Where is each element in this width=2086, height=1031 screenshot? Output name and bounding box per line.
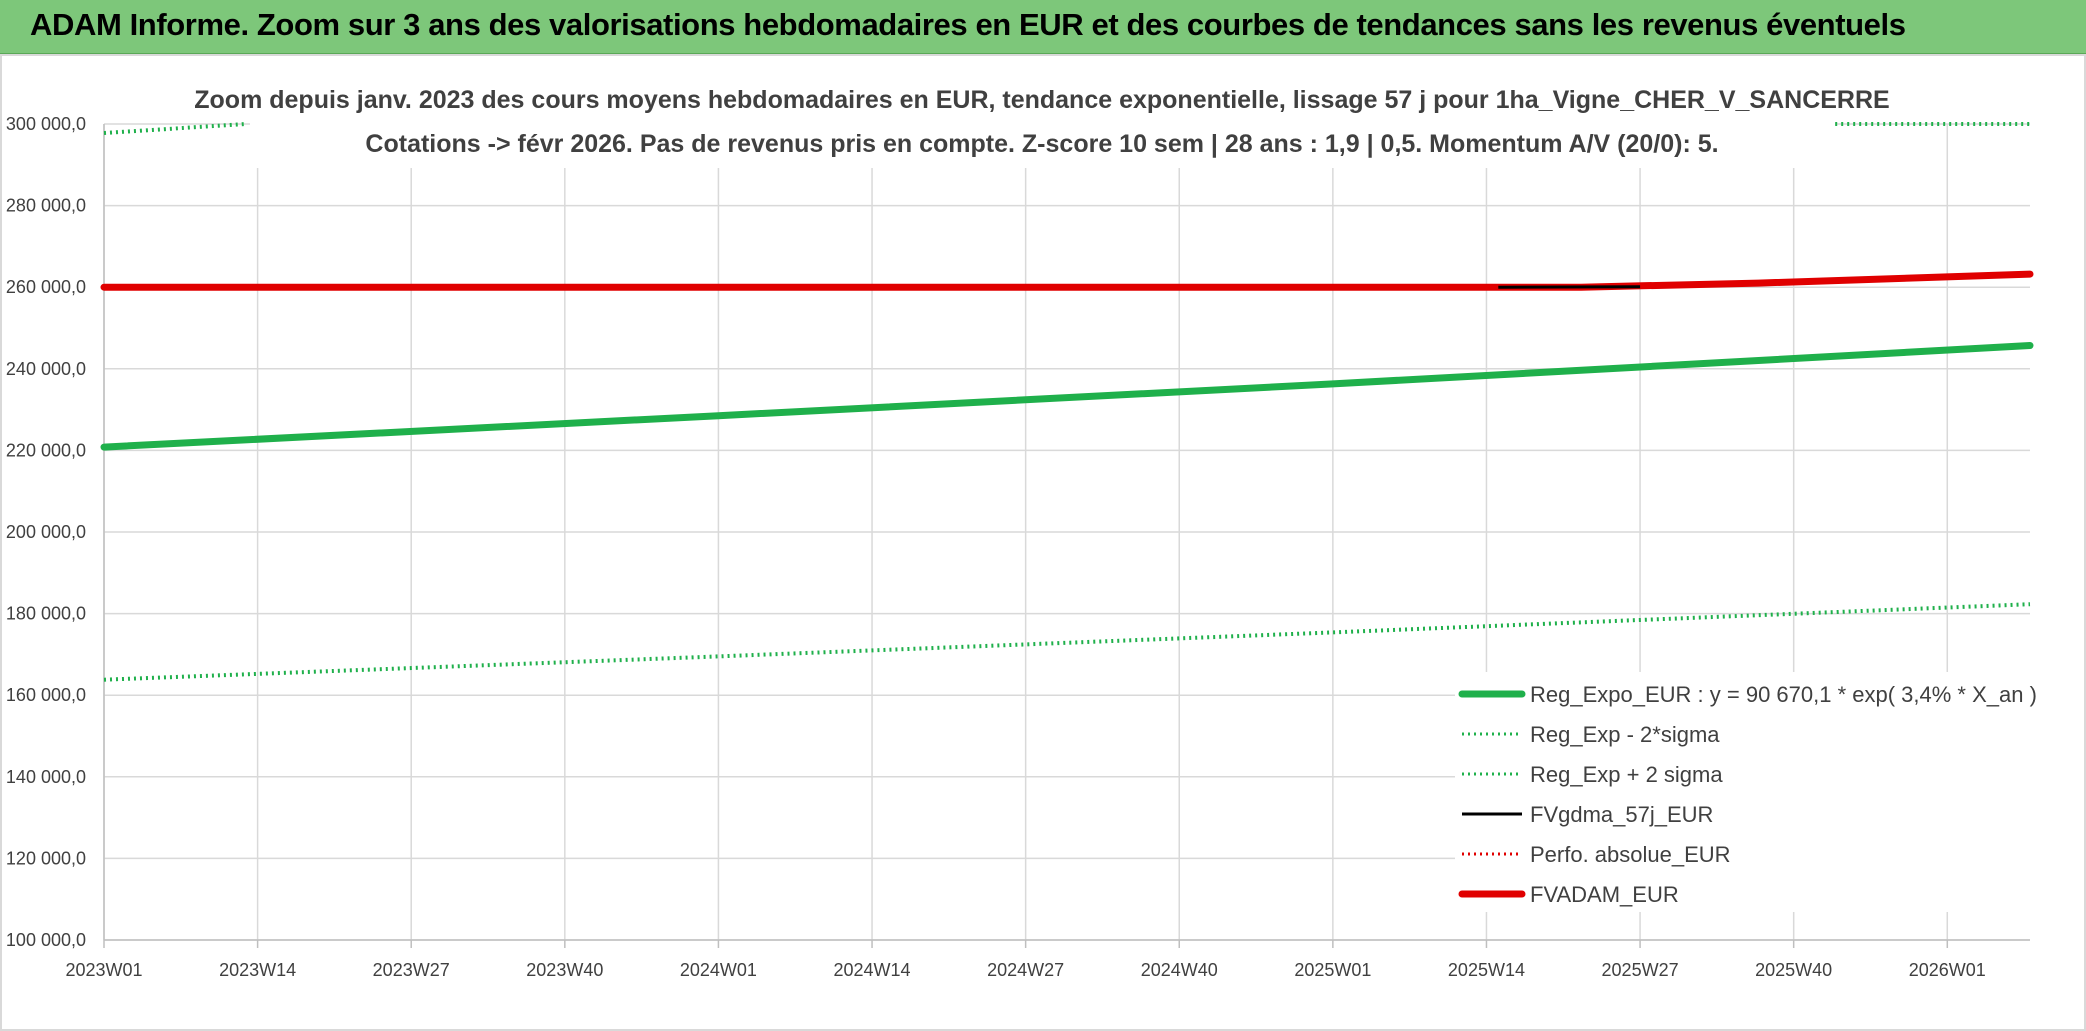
y-tick-label: 220 000,0 xyxy=(6,440,86,460)
x-tick-label: 2025W40 xyxy=(1755,960,1832,980)
x-tick-label: 2025W27 xyxy=(1602,960,1679,980)
y-tick-label: 200 000,0 xyxy=(6,522,86,542)
x-tick-label: 2025W01 xyxy=(1294,960,1371,980)
x-tick-label: 2024W14 xyxy=(834,960,911,980)
chart-frame xyxy=(0,54,2086,1031)
y-tick-label: 300 000,0 xyxy=(6,114,86,134)
report-title: ADAM Informe. Zoom sur 3 ans des valoris… xyxy=(30,7,1906,42)
x-tick-label: 2024W01 xyxy=(680,960,757,980)
series-line-5 xyxy=(100,270,2034,291)
chart-title-line2: Cotations -> févr 2026. Pas de revenus p… xyxy=(365,130,1718,158)
series-lines xyxy=(100,122,2034,682)
y-tick-label: 180 000,0 xyxy=(6,604,86,624)
legend-label-2: Reg_Exp + 2 sigma xyxy=(1530,762,1723,787)
y-tick-label: 240 000,0 xyxy=(6,359,86,379)
legend-label-1: Reg_Exp - 2*sigma xyxy=(1530,722,1720,747)
legend-label-5: FVADAM_EUR xyxy=(1530,882,1679,907)
title-background xyxy=(250,74,1835,168)
legend-background xyxy=(1455,672,2045,912)
x-tick-label: 2024W27 xyxy=(987,960,1064,980)
y-tick-label: 140 000,0 xyxy=(6,767,86,787)
legend-label-3: FVgdma_57j_EUR xyxy=(1530,802,1713,827)
x-axis: 2023W01 2023W14 2023W27 2023W40 2024W01 2024W… xyxy=(65,939,2030,980)
x-tick-label: 2024W40 xyxy=(1141,960,1218,980)
report-banner: ADAM Informe. Zoom sur 3 ans des valoris… xyxy=(0,0,2086,54)
legend: Reg_Expo_EUR : y = 90 670,1 * exp( 3,4% … xyxy=(1455,672,2045,912)
y-tick-label: 100 000,0 xyxy=(6,930,86,950)
series-line-1 xyxy=(103,602,2031,682)
y-tick-label: 160 000,0 xyxy=(6,685,86,705)
chart-title-line1: Zoom depuis janv. 2023 des cours moyens … xyxy=(194,86,1889,114)
x-tick-label: 2023W27 xyxy=(373,960,450,980)
legend-label-0: Reg_Expo_EUR : y = 90 670,1 * exp( 3,4% … xyxy=(1530,682,2037,707)
legend-label-4: Perfo. absolue_EUR xyxy=(1530,842,1731,867)
y-axis: 300 000,0 280 000,0 260 000,0 240 000,0 220 … xyxy=(6,114,105,950)
x-tick-label: 2023W01 xyxy=(65,960,142,980)
x-tick-label: 2026W01 xyxy=(1909,960,1986,980)
x-tick-label: 2025W14 xyxy=(1448,960,1525,980)
y-tick-label: 280 000,0 xyxy=(6,196,86,216)
x-tick-label: 2023W14 xyxy=(219,960,296,980)
series-line-0 xyxy=(100,342,2034,451)
series-line-2 xyxy=(103,122,246,135)
x-tick-label: 2023W40 xyxy=(526,960,603,980)
y-tick-label: 260 000,0 xyxy=(6,277,86,297)
y-tick-label: 120 000,0 xyxy=(6,848,86,868)
